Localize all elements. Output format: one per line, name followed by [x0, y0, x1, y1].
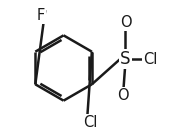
Text: O: O	[120, 15, 131, 30]
Text: Cl: Cl	[143, 52, 157, 67]
Text: Cl: Cl	[84, 115, 98, 130]
Text: S: S	[120, 50, 131, 68]
Text: O: O	[118, 88, 129, 103]
Text: F: F	[37, 8, 45, 23]
